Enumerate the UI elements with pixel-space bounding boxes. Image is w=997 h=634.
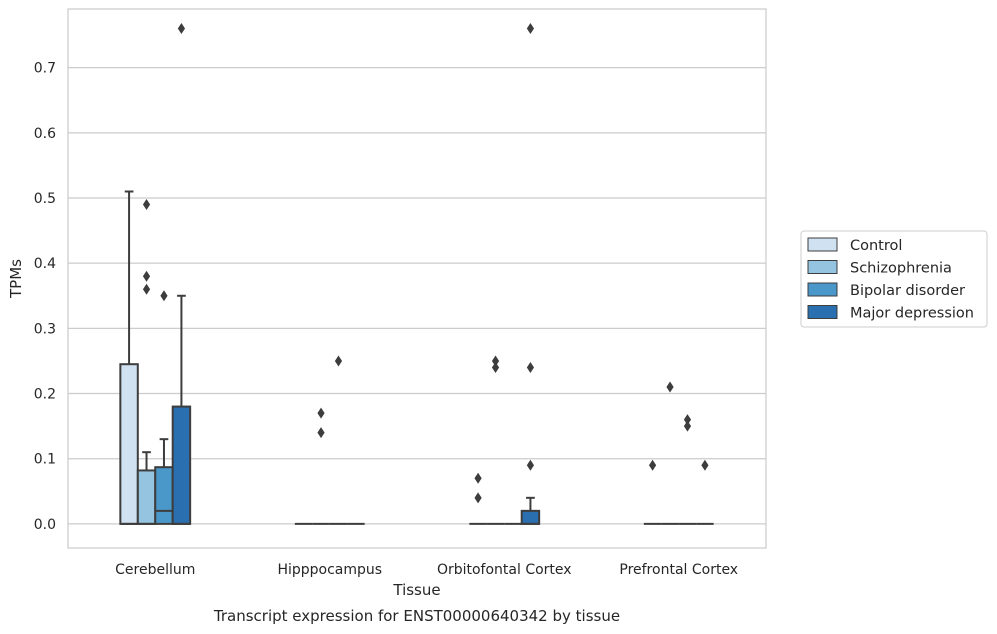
outlier-point — [177, 23, 186, 35]
chart-caption: Transcript expression for ENST0000064034… — [213, 607, 620, 625]
y-tick-label: 0.0 — [34, 517, 56, 533]
outlier-point — [160, 290, 168, 302]
y-tick-label: 0.7 — [34, 61, 56, 77]
y-axis-ticks: 0.0 0.1 0.2 0.3 0.4 0.5 0.6 0.7 — [34, 61, 56, 533]
series-major-depression — [171, 23, 714, 525]
x-tick-label: Cerebellum — [115, 562, 195, 578]
outlier-point — [648, 459, 657, 471]
y-axis-label: TPMs — [7, 259, 25, 299]
legend-swatch — [807, 305, 838, 319]
y-tick-label: 0.6 — [34, 126, 56, 142]
outlier-point — [683, 420, 692, 432]
x-tick-label: Prefrontal Cortex — [619, 562, 738, 578]
y-tick-label: 0.5 — [34, 191, 56, 207]
box-series — [119, 23, 714, 525]
box — [171, 405, 192, 525]
outlier-point — [474, 492, 482, 504]
series-schizophrenia — [136, 199, 679, 525]
y-tick-label: 0.2 — [34, 387, 56, 403]
x-tick-label: Orbitofontal Cortex — [437, 562, 572, 578]
legend-label: Major depression — [850, 306, 974, 322]
series-bipolar-disorder — [154, 290, 697, 525]
outlier-point — [474, 472, 482, 484]
legend-label: Control — [850, 238, 902, 254]
x-axis-label: Tissue — [392, 581, 440, 599]
y-tick-label: 0.4 — [34, 256, 56, 272]
legend-swatch — [807, 282, 838, 297]
outlier-point — [491, 361, 500, 373]
box — [136, 469, 157, 525]
outlier-point — [526, 361, 535, 373]
box — [119, 363, 139, 525]
legend-label: Schizophrenia — [850, 261, 952, 277]
legend: Control Schizophrenia Bipolar disorder Majo… — [800, 230, 988, 328]
outlier-point — [701, 459, 709, 471]
outlier-point — [666, 381, 674, 393]
outlier-point — [526, 459, 535, 471]
x-tick-label: Hipppocampus — [277, 562, 382, 578]
box — [520, 509, 541, 525]
outlier-point — [334, 355, 343, 367]
outlier-point — [526, 23, 535, 35]
outlier-point — [142, 199, 151, 211]
y-tick-label: 0.3 — [34, 321, 56, 337]
legend-label: Bipolar disorder — [850, 283, 965, 299]
outlier-point — [142, 270, 151, 282]
legend-frame — [800, 230, 988, 328]
outlier-point — [142, 283, 151, 295]
series-control — [119, 190, 662, 525]
outlier-point — [683, 414, 692, 426]
outlier-point — [317, 427, 325, 439]
plot-frame — [67, 8, 767, 549]
box — [154, 466, 174, 525]
legend-swatch — [807, 260, 838, 274]
outlier-point — [317, 407, 325, 419]
legend-swatch — [807, 237, 838, 252]
outlier-point — [491, 355, 500, 367]
y-tick-label: 0.1 — [34, 452, 56, 468]
x-axis-ticks: Cerebellum Hipppocampus Orbitofontal Corte… — [115, 562, 738, 578]
